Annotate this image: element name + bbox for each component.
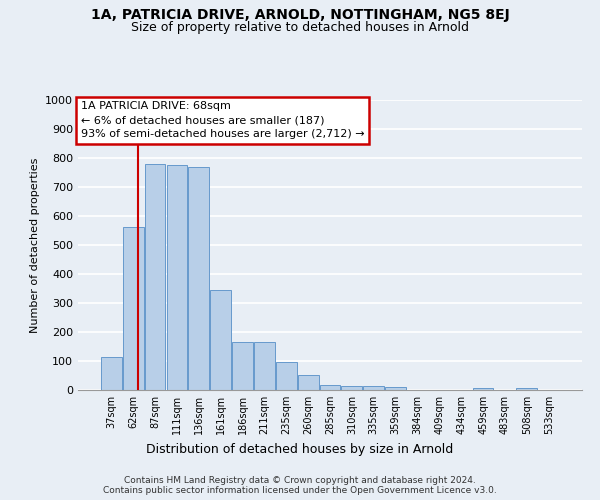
Bar (276, 362, 296, 390)
Bar (167, 166, 187, 390)
Bar (341, 386, 362, 390)
Bar (320, 385, 340, 390)
Bar (188, 166, 209, 390)
Bar (101, 357, 122, 390)
Bar (364, 386, 384, 390)
Bar (517, 388, 537, 390)
Text: Contains HM Land Registry data © Crown copyright and database right 2024.
Contai: Contains HM Land Registry data © Crown c… (103, 476, 497, 495)
Bar (385, 387, 406, 390)
Y-axis label: Number of detached properties: Number of detached properties (29, 158, 40, 332)
Bar (232, 342, 253, 390)
Bar (145, 164, 166, 390)
Text: Distribution of detached houses by size in Arnold: Distribution of detached houses by size … (146, 442, 454, 456)
Bar (123, 226, 143, 390)
Bar (298, 375, 319, 390)
Bar (473, 388, 493, 390)
Bar (210, 290, 231, 390)
Text: 1A PATRICIA DRIVE: 68sqm
← 6% of detached houses are smaller (187)
93% of semi-d: 1A PATRICIA DRIVE: 68sqm ← 6% of detache… (80, 102, 364, 140)
Text: Size of property relative to detached houses in Arnold: Size of property relative to detached ho… (131, 21, 469, 34)
Bar (254, 342, 275, 390)
Text: 1A, PATRICIA DRIVE, ARNOLD, NOTTINGHAM, NG5 8EJ: 1A, PATRICIA DRIVE, ARNOLD, NOTTINGHAM, … (91, 8, 509, 22)
